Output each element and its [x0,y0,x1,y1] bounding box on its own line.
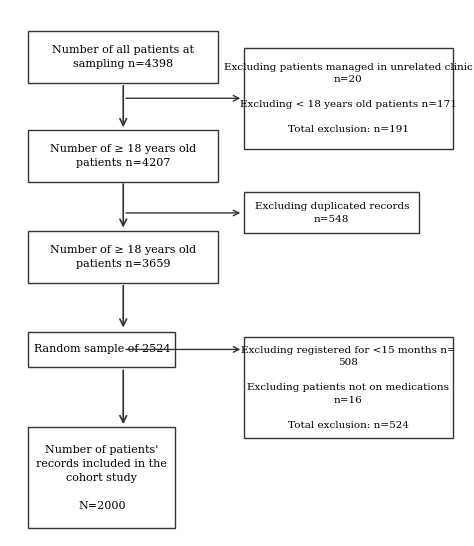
Text: Number of patients'
records included in the
cohort study

N=2000: Number of patients' records included in … [36,445,167,511]
FancyBboxPatch shape [244,193,419,234]
Text: Random sample of 2524: Random sample of 2524 [34,345,170,354]
FancyBboxPatch shape [244,48,453,149]
Text: Number of ≥ 18 years old
patients n=4207: Number of ≥ 18 years old patients n=4207 [50,144,196,168]
Text: Number of all patients at
sampling n=4398: Number of all patients at sampling n=439… [52,45,194,69]
FancyBboxPatch shape [28,130,218,181]
Text: Excluding registered for <15 months n=
508

Excluding patients not on medication: Excluding registered for <15 months n= 5… [241,346,456,430]
Text: Number of ≥ 18 years old
patients n=3659: Number of ≥ 18 years old patients n=3659 [50,245,196,269]
FancyBboxPatch shape [28,331,175,367]
FancyBboxPatch shape [28,427,175,529]
FancyBboxPatch shape [28,230,218,282]
FancyBboxPatch shape [244,337,453,438]
FancyBboxPatch shape [28,31,218,83]
Text: Excluding patients managed in unrelated clinic
n=20

Excluding < 18 years old pa: Excluding patients managed in unrelated … [224,63,473,134]
Text: Excluding duplicated records
n=548: Excluding duplicated records n=548 [255,202,409,224]
